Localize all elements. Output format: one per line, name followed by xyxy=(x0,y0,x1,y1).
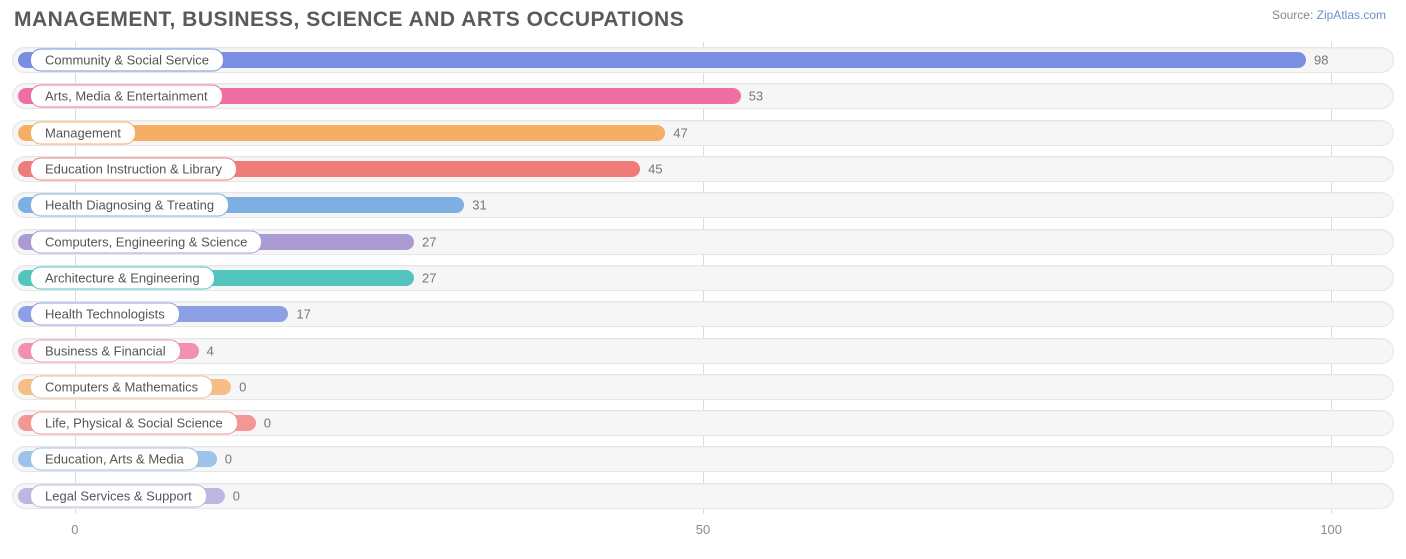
category-pill: Life, Physical & Social Science xyxy=(30,412,238,435)
bar-row: Computers & Mathematics 0 xyxy=(12,369,1394,405)
bar-row: Health Diagnosing & Treating 31 xyxy=(12,187,1394,223)
value-label: 45 xyxy=(648,162,662,177)
category-pill: Business & Financial xyxy=(30,339,181,362)
value-label: 98 xyxy=(1314,53,1328,68)
category-pill: Management xyxy=(30,121,136,144)
category-pill: Education Instruction & Library xyxy=(30,158,237,181)
value-label: 0 xyxy=(264,416,271,431)
value-label: 47 xyxy=(673,125,687,140)
bar-row: Computers, Engineering & Science 27 xyxy=(12,223,1394,259)
source-link[interactable]: ZipAtlas.com xyxy=(1317,8,1386,22)
source-attribution: Source: ZipAtlas.com xyxy=(1272,8,1386,22)
x-axis: 0 50 100 xyxy=(12,518,1394,544)
category-pill: Health Diagnosing & Treating xyxy=(30,194,229,217)
category-pill: Computers & Mathematics xyxy=(30,375,213,398)
bar-row: Management 47 xyxy=(12,115,1394,151)
category-pill: Computers, Engineering & Science xyxy=(30,230,262,253)
category-pill: Legal Services & Support xyxy=(30,484,207,507)
bar-row: Arts, Media & Entertainment 53 xyxy=(12,78,1394,114)
category-pill: Arts, Media & Entertainment xyxy=(30,85,223,108)
bar-track xyxy=(12,446,1394,472)
value-label: 0 xyxy=(233,488,240,503)
bar-row: Business & Financial 4 xyxy=(12,332,1394,368)
x-tick-label: 0 xyxy=(71,522,78,537)
category-pill: Health Technologists xyxy=(30,303,180,326)
category-pill: Education, Arts & Media xyxy=(30,448,199,471)
bar-row: Life, Physical & Social Science 0 xyxy=(12,405,1394,441)
category-pill: Architecture & Engineering xyxy=(30,266,215,289)
bar-row: Architecture & Engineering 27 xyxy=(12,260,1394,296)
value-label: 27 xyxy=(422,234,436,249)
x-tick-label: 50 xyxy=(696,522,710,537)
chart-area: Community & Social Service 98 Arts, Media … xyxy=(12,42,1394,544)
value-label: 4 xyxy=(207,343,214,358)
value-label: 27 xyxy=(422,270,436,285)
bar-row: Community & Social Service 98 xyxy=(12,42,1394,78)
value-label: 53 xyxy=(749,89,763,104)
value-label: 17 xyxy=(296,307,310,322)
bar-row: Education Instruction & Library 45 xyxy=(12,151,1394,187)
x-tick-label: 100 xyxy=(1320,522,1342,537)
bar-track xyxy=(12,338,1394,364)
category-pill: Community & Social Service xyxy=(30,49,224,72)
value-label: 31 xyxy=(472,198,486,213)
bar-row: Legal Services & Support 0 xyxy=(12,478,1394,514)
bar-row: Education, Arts & Media 0 xyxy=(12,441,1394,477)
chart-title: MANAGEMENT, BUSINESS, SCIENCE AND ARTS O… xyxy=(14,8,684,32)
value-label: 0 xyxy=(225,452,232,467)
plot-region: Community & Social Service 98 Arts, Media … xyxy=(12,42,1394,514)
source-label: Source: xyxy=(1272,8,1317,22)
value-label: 0 xyxy=(239,379,246,394)
bar-row: Health Technologists 17 xyxy=(12,296,1394,332)
chart-header: MANAGEMENT, BUSINESS, SCIENCE AND ARTS O… xyxy=(0,0,1406,38)
